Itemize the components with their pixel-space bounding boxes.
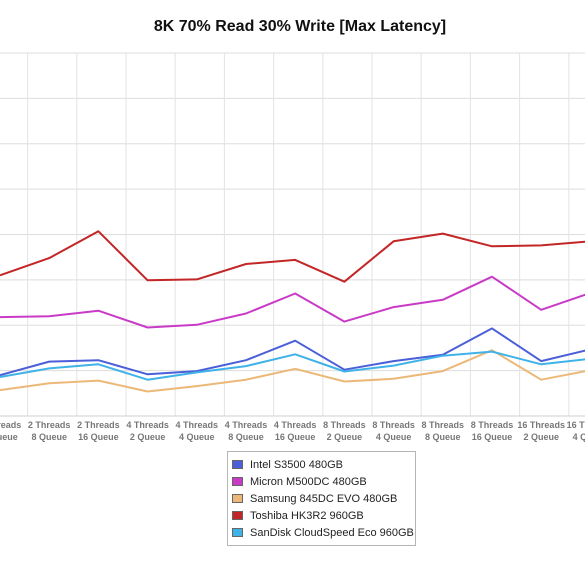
series-line <box>0 327 585 377</box>
x-tick-label: 4 Threads 8 Queue <box>225 420 268 442</box>
legend-item: SanDisk CloudSpeed Eco 960GB <box>232 524 415 541</box>
legend-swatch <box>232 460 243 469</box>
legend-item: Intel S3500 480GB <box>232 456 415 473</box>
legend-swatch <box>232 477 243 486</box>
legend-label: Intel S3500 480GB <box>250 458 343 471</box>
legend-label: Toshiba HK3R2 960GB <box>250 509 364 522</box>
x-tick-label: 8 Threads 8 Queue <box>422 420 465 442</box>
legend-label: SanDisk CloudSpeed Eco 960GB <box>250 526 414 539</box>
x-tick-label: 2 Threads 8 Queue <box>28 420 71 442</box>
legend-item: Toshiba HK3R2 960GB <box>232 507 415 524</box>
legend-swatch <box>232 528 243 537</box>
x-tick-label: 8 Threads 2 Queue <box>323 420 366 442</box>
legend-label: Micron M500DC 480GB <box>250 475 367 488</box>
x-tick-label: 4 Threads 2 Queue <box>126 420 169 442</box>
series-line <box>0 349 585 393</box>
series-line <box>0 230 585 283</box>
x-tick-label: 4 Threads 16 Queue <box>274 420 317 442</box>
legend-item: Micron M500DC 480GB <box>232 473 415 490</box>
chart-series <box>0 230 585 393</box>
x-tick-label: 8 Threads 16 Queue <box>471 420 514 442</box>
chart-grid <box>0 52 585 417</box>
series-line <box>0 275 585 329</box>
x-tick-label: 4 Threads 4 Queue <box>176 420 219 442</box>
legend-swatch <box>232 511 243 520</box>
x-tick-label: 2 Threads 16 Queue <box>77 420 120 442</box>
legend-label: Samsung 845DC EVO 480GB <box>250 492 398 505</box>
chart-title: 8K 70% Read 30% Write [Max Latency] <box>153 18 447 35</box>
legend-item: Samsung 845DC EVO 480GB <box>232 490 415 507</box>
chart-legend: Intel S3500 480GB Micron M500DC 480GB Sams… <box>227 451 416 546</box>
x-tick-label: 8 Threads 4 Queue <box>372 420 415 442</box>
series-line <box>0 350 585 381</box>
x-tick-label: 16 Threads 2 Queue <box>517 420 565 442</box>
legend-swatch <box>232 494 243 503</box>
